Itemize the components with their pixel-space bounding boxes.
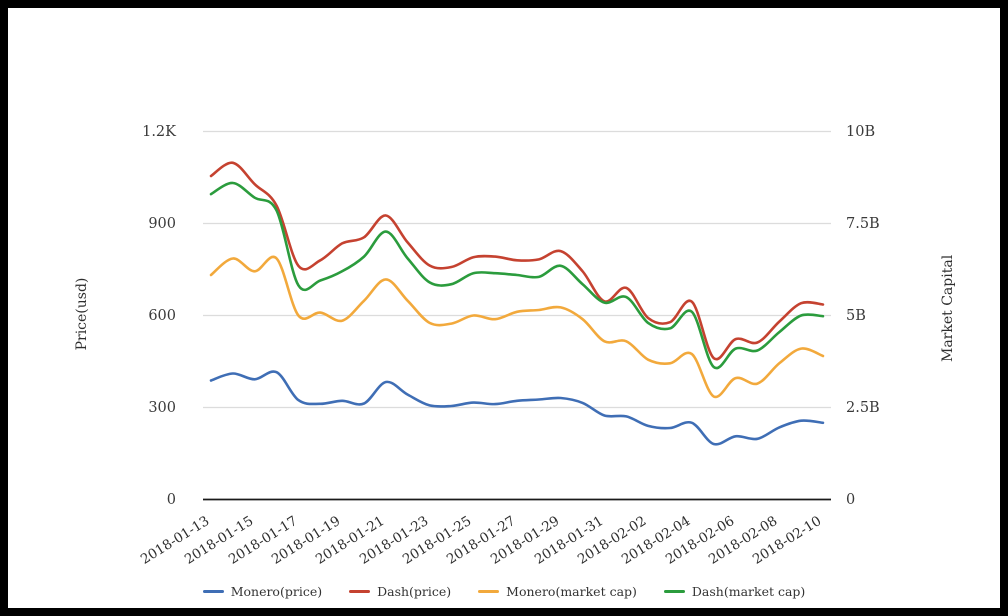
legend-label: Dash(price) bbox=[377, 584, 452, 599]
chart-legend: Monero(price) Dash(price) Monero(market ca… bbox=[8, 584, 1000, 599]
left-axis-tick-label: 300 bbox=[148, 399, 176, 416]
right-axis-title: Market Capital bbox=[940, 254, 956, 362]
legend-item-monero-price[interactable]: Monero(price) bbox=[202, 584, 323, 599]
legend-line-swatch bbox=[478, 589, 500, 594]
legend-item-dash-price[interactable]: Dash(price) bbox=[349, 584, 451, 599]
left-axis-tick-label: 0 bbox=[166, 491, 176, 508]
right-axis-tick-label: 5B bbox=[846, 307, 866, 324]
legend-label: Monero(price) bbox=[230, 584, 323, 599]
legend-item-monero-market-cap[interactable]: Monero(market cap) bbox=[478, 584, 637, 599]
right-axis-tick-label: 7.5B bbox=[846, 215, 880, 232]
series-line-monero-market-cap bbox=[209, 255, 825, 399]
legend-line-swatch bbox=[663, 589, 685, 594]
legend-line-swatch bbox=[202, 589, 224, 594]
chart-plot bbox=[203, 130, 831, 501]
right-axis-tick-label: 10B bbox=[846, 123, 876, 140]
left-axis-tick-label: 600 bbox=[148, 307, 176, 324]
left-axis-tick-label: 1.2K bbox=[142, 123, 176, 140]
right-axis-tick-label: 0 bbox=[846, 491, 856, 508]
right-axis-tick-label: 2.5B bbox=[846, 399, 880, 416]
legend-item-dash-market-cap[interactable]: Dash(market cap) bbox=[663, 584, 806, 599]
legend-label: Monero(market cap) bbox=[506, 584, 637, 599]
series-line-dash-market-cap bbox=[209, 181, 825, 370]
left-axis-title: Price(usd) bbox=[74, 277, 90, 351]
series-line-monero-price bbox=[209, 370, 825, 446]
legend-line-swatch bbox=[349, 589, 371, 594]
series-line-dash-price bbox=[209, 161, 825, 361]
left-axis-tick-label: 900 bbox=[148, 215, 176, 232]
legend-label: Dash(market cap) bbox=[691, 584, 806, 599]
